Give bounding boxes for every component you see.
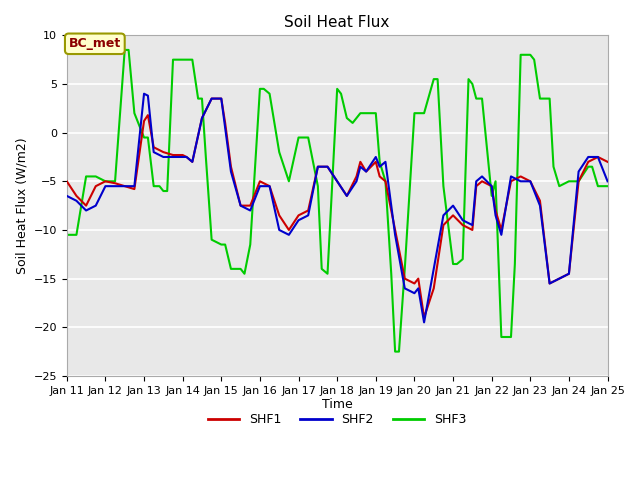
SHF1	[208, 96, 216, 101]
SHF2	[227, 168, 235, 174]
SHF2	[420, 320, 428, 325]
Y-axis label: Soil Heat Flux (W/m2): Soil Heat Flux (W/m2)	[15, 137, 28, 274]
SHF3	[285, 179, 292, 184]
SHF1	[584, 159, 592, 165]
SHF2	[536, 203, 544, 208]
SHF3	[353, 115, 360, 121]
SHF1	[227, 164, 235, 169]
SHF1	[356, 159, 364, 165]
Line: SHF2: SHF2	[67, 94, 607, 323]
SHF1	[305, 208, 312, 214]
SHF2	[198, 115, 206, 121]
SHF3	[63, 232, 70, 238]
SHF3	[121, 47, 129, 53]
SHF2	[356, 164, 364, 169]
SHF2	[604, 179, 611, 184]
Legend: SHF1, SHF2, SHF3: SHF1, SHF2, SHF3	[203, 408, 471, 431]
X-axis label: Time: Time	[322, 398, 353, 411]
Text: BC_met: BC_met	[68, 37, 121, 50]
SHF2	[140, 91, 148, 96]
Line: SHF1: SHF1	[67, 98, 607, 318]
Title: Soil Heat Flux: Soil Heat Flux	[285, 15, 390, 30]
SHF3	[391, 348, 399, 354]
SHF3	[182, 57, 190, 62]
SHF1	[536, 198, 544, 204]
SHF1	[63, 179, 70, 184]
SHF2	[63, 193, 70, 199]
SHF1	[420, 315, 428, 321]
SHF2	[305, 213, 312, 218]
SHF3	[550, 164, 557, 169]
SHF3	[131, 110, 138, 116]
SHF3	[604, 183, 611, 189]
SHF1	[604, 159, 611, 165]
SHF1	[188, 159, 196, 165]
SHF3	[144, 134, 152, 140]
Line: SHF3: SHF3	[67, 50, 607, 351]
SHF2	[584, 154, 592, 160]
